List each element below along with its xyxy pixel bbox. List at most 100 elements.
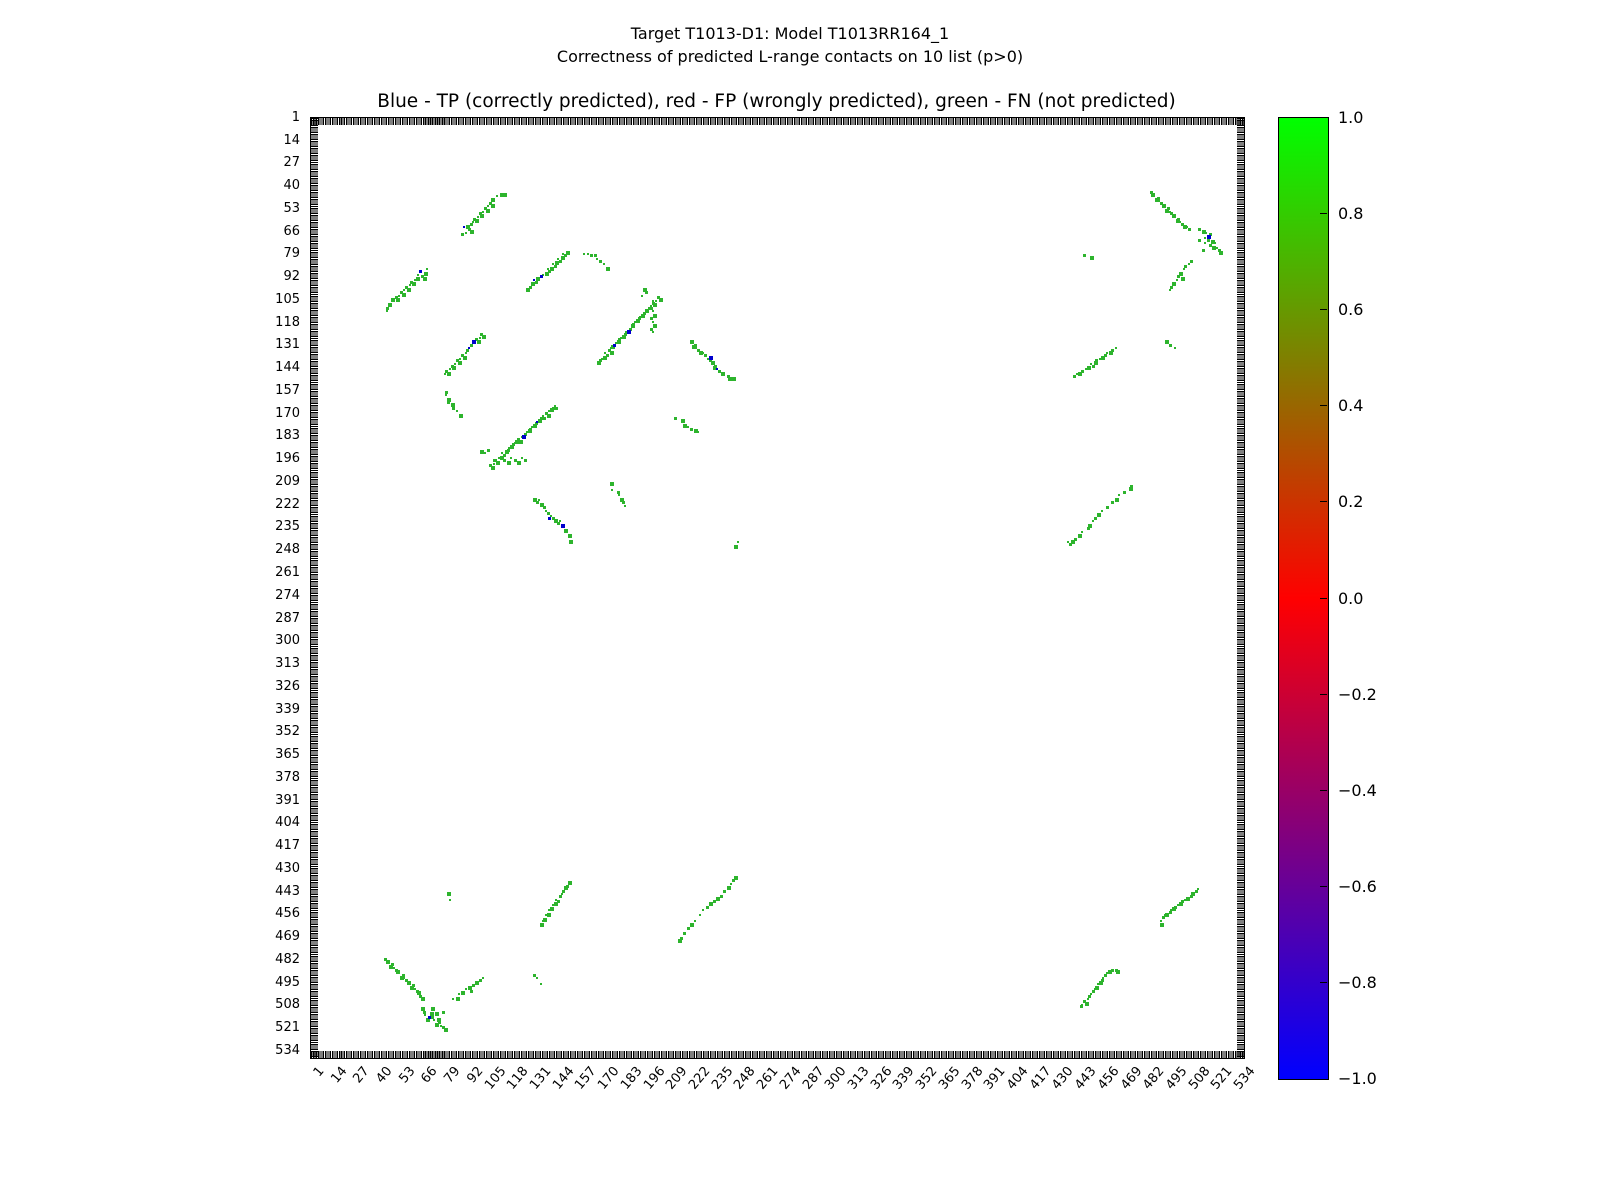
- contact-point: [548, 909, 551, 912]
- contact-point: [466, 348, 470, 352]
- contact-point: [621, 334, 626, 339]
- contact-point: [543, 917, 548, 922]
- contact-point: [693, 429, 698, 434]
- contact-point: [1107, 970, 1112, 975]
- contact-point: [1086, 527, 1090, 531]
- contact-point: [716, 368, 719, 371]
- contact-point: [1187, 228, 1191, 232]
- colorbar-tick-label: −0.6: [1338, 876, 1377, 896]
- contact-point: [429, 1012, 434, 1017]
- contact-point: [716, 896, 721, 901]
- contact-point: [494, 459, 498, 463]
- y-axis-tick-label: 456: [275, 906, 300, 922]
- contact-point: [1097, 513, 1102, 518]
- contact-point: [541, 415, 544, 418]
- contact-point: [735, 877, 738, 880]
- contact-point: [520, 436, 523, 439]
- contact-point: [648, 306, 652, 310]
- contact-point: [1166, 207, 1170, 211]
- contact-point: [452, 998, 455, 1001]
- contact-point: [475, 219, 480, 224]
- contact-point: [611, 345, 616, 350]
- contact-point: [436, 1017, 441, 1022]
- contact-point: [1179, 902, 1184, 907]
- y-axis-tick-label: 248: [275, 542, 300, 558]
- contact-point: [1081, 1003, 1084, 1006]
- contact-point: [492, 200, 495, 203]
- y-axis-tick-label: 404: [275, 815, 300, 831]
- x-axis-tick-label: 378: [958, 1064, 987, 1093]
- contact-point: [447, 891, 452, 896]
- contact-point: [731, 376, 736, 381]
- contact-point: [623, 333, 627, 337]
- contact-point: [1172, 907, 1177, 912]
- contact-point: [1170, 909, 1173, 912]
- contact-point: [1177, 275, 1181, 279]
- contact-point: [562, 252, 565, 255]
- contact-point: [1086, 998, 1089, 1001]
- contact-point: [548, 270, 552, 274]
- y-axis-tick-label: 118: [275, 314, 300, 330]
- contact-point: [1088, 523, 1093, 528]
- y-axis-tick-label: 521: [275, 1020, 300, 1036]
- contact-point: [712, 362, 715, 365]
- contact-point: [1165, 208, 1170, 213]
- contact-point: [637, 317, 641, 321]
- contact-point: [621, 501, 625, 505]
- contact-point: [686, 425, 689, 428]
- colorbar-tick-label: −1.0: [1338, 1069, 1377, 1088]
- contact-point: [480, 214, 485, 219]
- contact-point: [550, 907, 555, 912]
- contact-point: [614, 341, 617, 344]
- contact-point: [634, 320, 637, 323]
- contact-point: [503, 459, 507, 463]
- contact-point: [405, 285, 409, 289]
- contact-point: [392, 966, 395, 969]
- colorbar-tick-label: 0.2: [1338, 492, 1364, 512]
- contact-point: [1114, 347, 1117, 350]
- contact-point: [653, 324, 658, 329]
- colorbar: [1278, 117, 1329, 1080]
- contact-point: [620, 497, 625, 502]
- contact-point: [697, 431, 699, 434]
- contact-point: [527, 289, 530, 292]
- contact-point: [1098, 357, 1101, 360]
- y-axis-tick-label: 170: [275, 405, 300, 421]
- contact-point: [562, 889, 566, 893]
- contact-point: [698, 914, 701, 917]
- x-axis-tick-label: 456: [1094, 1064, 1123, 1093]
- x-axis-tick-label: 391: [981, 1064, 1009, 1093]
- contact-point: [609, 350, 614, 355]
- contact-point: [548, 410, 551, 413]
- contact-point: [426, 268, 429, 271]
- contact-point: [550, 408, 555, 413]
- y-axis-tick-label: 235: [275, 519, 300, 535]
- contact-point: [600, 357, 603, 360]
- contact-point: [1077, 371, 1082, 376]
- contact-point: [443, 373, 446, 376]
- contact-point: [431, 1015, 435, 1019]
- x-axis-tick-label: 157: [572, 1064, 600, 1093]
- contact-point: [517, 460, 522, 465]
- contact-point: [679, 937, 683, 941]
- contact-point: [683, 931, 687, 935]
- contact-point: [733, 544, 738, 549]
- contact-point: [1093, 516, 1097, 520]
- contact-point: [1111, 501, 1115, 505]
- contact-point: [1210, 240, 1215, 245]
- contact-point: [1084, 1001, 1089, 1006]
- contact-point: [620, 336, 623, 339]
- contact-point: [1215, 247, 1218, 250]
- contact-point: [461, 991, 466, 996]
- y-axis-tick-label: 157: [275, 382, 300, 398]
- contact-point: [1214, 242, 1217, 245]
- contact-point: [466, 224, 471, 229]
- colorbar-tick-mark: [1320, 213, 1327, 215]
- contact-point: [422, 277, 427, 282]
- contact-point: [468, 228, 472, 232]
- contact-point: [461, 415, 464, 418]
- contact-point: [553, 902, 558, 907]
- contact-point: [478, 979, 482, 983]
- contact-point: [1104, 354, 1108, 358]
- contact-point: [487, 448, 491, 452]
